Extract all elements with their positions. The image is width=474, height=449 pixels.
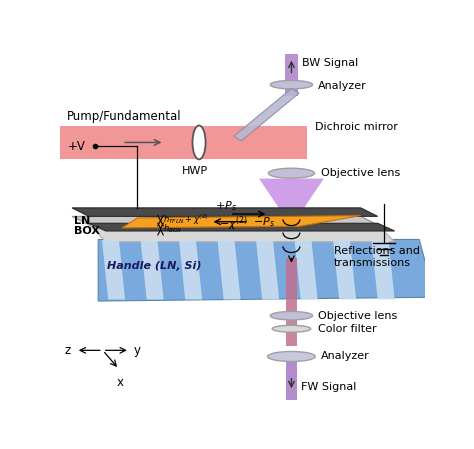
Polygon shape — [259, 179, 324, 221]
Polygon shape — [72, 208, 378, 216]
Text: Handle (LN, Si): Handle (LN, Si) — [108, 261, 202, 271]
Text: z: z — [65, 344, 71, 357]
Text: Reflections and
transmissions: Reflections and transmissions — [334, 247, 420, 268]
Polygon shape — [72, 216, 378, 225]
Ellipse shape — [270, 80, 313, 89]
Polygon shape — [89, 223, 395, 231]
Ellipse shape — [272, 326, 310, 332]
Text: HWP: HWP — [182, 166, 208, 176]
Ellipse shape — [270, 312, 313, 320]
Polygon shape — [61, 126, 307, 158]
Polygon shape — [179, 240, 202, 299]
Polygon shape — [284, 54, 298, 96]
Polygon shape — [286, 362, 297, 400]
Text: Analyzer: Analyzer — [321, 352, 369, 361]
Polygon shape — [140, 240, 164, 299]
Text: Analyzer: Analyzer — [318, 81, 366, 91]
Polygon shape — [89, 225, 395, 242]
Text: FW Signal: FW Signal — [301, 382, 356, 392]
Text: y: y — [134, 344, 141, 357]
Polygon shape — [372, 240, 395, 299]
Text: $h_{BOX}$: $h_{BOX}$ — [163, 222, 183, 235]
Text: $-P_s$: $-P_s$ — [253, 215, 275, 229]
Polygon shape — [122, 216, 361, 228]
Text: Pump/Fundamental: Pump/Fundamental — [66, 110, 181, 123]
Text: Color filter: Color filter — [319, 324, 377, 334]
Text: BW Signal: BW Signal — [302, 58, 358, 68]
Text: $h_{TFLN}+\chi^{(2)}$: $h_{TFLN}+\chi^{(2)}$ — [163, 212, 209, 227]
Polygon shape — [286, 258, 297, 347]
Polygon shape — [98, 239, 435, 301]
Text: Objective lens: Objective lens — [319, 311, 398, 321]
Text: LN: LN — [73, 216, 90, 226]
Polygon shape — [234, 88, 299, 141]
Polygon shape — [256, 240, 279, 299]
Ellipse shape — [267, 352, 315, 361]
Polygon shape — [294, 240, 318, 299]
Text: BOX: BOX — [73, 226, 100, 236]
Ellipse shape — [268, 168, 315, 178]
Text: $+P_s$: $+P_s$ — [215, 199, 237, 213]
Text: Objective lens: Objective lens — [321, 168, 400, 178]
Text: Dichroic mirror: Dichroic mirror — [315, 122, 397, 132]
Text: +V: +V — [68, 140, 86, 153]
Ellipse shape — [192, 125, 206, 159]
Text: x: x — [117, 376, 124, 389]
Polygon shape — [333, 240, 356, 299]
Polygon shape — [218, 240, 241, 299]
Text: $-\chi^{(2)}$: $-\chi^{(2)}$ — [219, 215, 248, 233]
Polygon shape — [102, 240, 125, 299]
